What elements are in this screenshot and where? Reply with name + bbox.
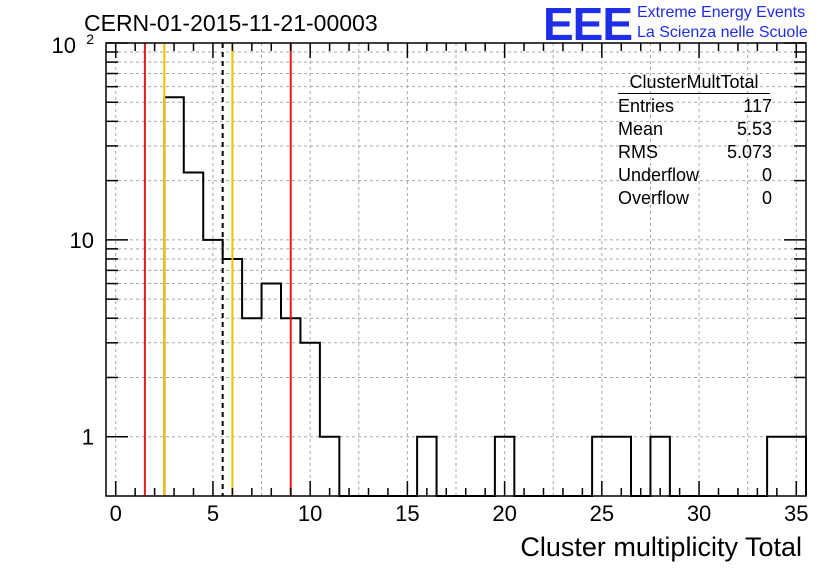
y-tick-label: 10 xyxy=(52,33,76,58)
chart-title: CERN-01-2015-11-21-00003 xyxy=(84,10,378,36)
stats-label: Entries xyxy=(618,96,675,116)
histogram-bin xyxy=(320,437,339,496)
eee-logo: EEE Extreme Energy Events La Scienza nel… xyxy=(543,0,833,50)
logo-mark: EEE xyxy=(543,0,633,50)
stats-box: ClusterMultTotal Entries 117 Mean 5.53 R… xyxy=(612,72,772,210)
histogram-bin xyxy=(300,343,319,496)
stats-label: Overflow xyxy=(618,188,690,208)
stats-title: ClusterMultTotal xyxy=(618,72,770,94)
stats-label: Underflow xyxy=(618,165,700,185)
histogram-bin xyxy=(184,172,203,496)
stats-value: 117 xyxy=(743,96,772,116)
stats-row-rms: RMS 5.073 xyxy=(612,141,772,164)
x-tick-label: 20 xyxy=(492,501,516,526)
stats-value: 0 xyxy=(761,188,772,208)
stats-row-entries: Entries 117 xyxy=(612,95,772,118)
histogram-outline xyxy=(163,96,807,497)
x-tick-label: 30 xyxy=(687,501,711,526)
x-tick-label: 15 xyxy=(395,501,419,526)
histogram-bin xyxy=(242,318,261,496)
stats-value: 5.073 xyxy=(726,142,772,162)
logo-line-1: Extreme Energy Events xyxy=(637,4,806,21)
x-tick-label: 0 xyxy=(110,501,122,526)
stats-value: 0 xyxy=(761,165,772,185)
stats-row-overflow: Overflow 0 xyxy=(612,187,772,210)
stats-row-mean: Mean 5.53 xyxy=(612,118,772,141)
x-tick-label: 5 xyxy=(207,501,219,526)
y-tick-label: 10 xyxy=(70,228,94,253)
histogram-bin xyxy=(767,437,786,496)
x-tick-label: 10 xyxy=(298,501,322,526)
x-tick-label: 25 xyxy=(590,501,614,526)
histogram-bin xyxy=(262,284,281,496)
y-tick-label-exponent: 2 xyxy=(86,31,94,47)
stats-value: 5.53 xyxy=(736,119,772,139)
stats-label: Mean xyxy=(618,119,664,139)
histogram-bin xyxy=(164,97,183,496)
x-tick-label: 35 xyxy=(784,501,808,526)
x-axis-label: Cluster multiplicity Total xyxy=(520,532,802,562)
histogram-bin xyxy=(417,437,436,496)
stats-row-underflow: Underflow 0 xyxy=(612,164,772,187)
plot-frame xyxy=(105,42,807,497)
y-tick-label: 1 xyxy=(82,425,94,450)
logo-line-2: La Scienza nelle Scuole xyxy=(637,24,808,41)
stats-label: RMS xyxy=(618,142,658,162)
histogram-bin xyxy=(650,437,669,496)
histogram-bin xyxy=(612,437,631,496)
